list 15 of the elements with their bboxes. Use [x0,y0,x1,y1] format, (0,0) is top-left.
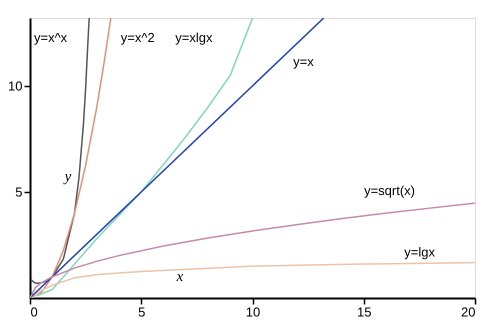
annotation: y [62,169,72,185]
line-series [30,18,90,284]
x-tick-label: 0 [30,304,38,320]
x-tick-label: 20 [461,304,476,320]
series-label: y=x [293,54,314,69]
series-label: y=lgx [404,244,436,260]
x-tick-label: 5 [138,304,146,320]
series-label: y=x^2 [120,30,155,45]
text: y=xlgx [175,30,213,45]
series-label: y=sqrt(x) [364,183,415,198]
series-label: y=x^x [34,30,68,45]
line-series [36,18,254,297]
x-tick-label: 10 [246,304,260,320]
x-tick-label: 15 [357,304,372,320]
annotation: x [176,269,184,285]
